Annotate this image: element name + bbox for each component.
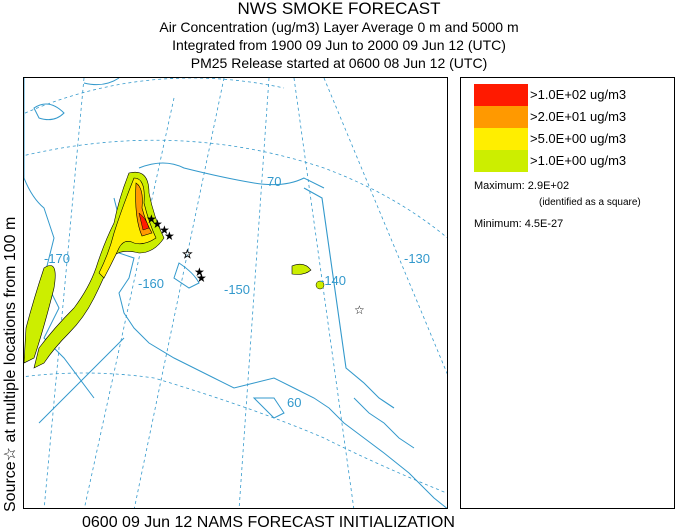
source-side-label: Source☆ at multiple locations from 100 m bbox=[2, 216, 19, 512]
legend-maximum: Maximum: 2.9E+02 bbox=[474, 180, 570, 192]
source-star: ★ bbox=[159, 223, 170, 237]
legend-panel: >1.0E+02 ug/m3 >2.0E+01 ug/m3 >5.0E+00 u… bbox=[460, 77, 675, 509]
legend-label-4: >1.0E+00 ug/m3 bbox=[530, 153, 627, 168]
graticule-lines bbox=[24, 78, 447, 508]
subtitle-release: PM25 Release started at 0600 08 Jun 12 (… bbox=[190, 55, 488, 71]
border-alaska-canada bbox=[303, 187, 395, 409]
plume-level-4 bbox=[138, 212, 150, 231]
legend-minimum: Minimum: 4.5E-27 bbox=[474, 218, 564, 230]
graticule-lon-130 bbox=[323, 78, 447, 375]
source-star: ★ bbox=[196, 271, 207, 285]
graticule-lat-60 bbox=[24, 372, 447, 494]
legend-label-2: >2.0E+01 ug/m3 bbox=[530, 109, 627, 124]
coastlines bbox=[24, 78, 447, 508]
label-lat-70: 70 bbox=[267, 174, 281, 189]
subtitle-concentration: Air Concentration (ug/m3) Layer Average … bbox=[159, 19, 519, 35]
coast-panhandle bbox=[353, 397, 415, 449]
source-star-open: ☆ bbox=[182, 247, 193, 261]
graticule-lon-150 bbox=[238, 78, 270, 508]
label-lon-160: -160 bbox=[138, 276, 164, 291]
graticule-lon-180 bbox=[43, 78, 85, 508]
legend-maximum-note: (identified as a square) bbox=[539, 197, 641, 208]
graticule-lon-140 bbox=[293, 78, 355, 508]
plume-patch-small bbox=[315, 280, 325, 290]
page-title: NWS SMOKE FORECAST bbox=[237, 0, 441, 18]
coast-aleutians bbox=[38, 337, 125, 424]
graticule-lat-70 bbox=[24, 139, 447, 239]
coast-mainland-south bbox=[108, 197, 447, 508]
map-svg: ★ ★ ★ ★ ☆ ★ ★ ☆ -170 -160 -150 -140 -130… bbox=[24, 78, 447, 508]
smoke-plume bbox=[24, 171, 325, 369]
label-lon-130: -130 bbox=[404, 251, 430, 266]
graticule-labels: -170 -160 -150 -140 -130 70 60 bbox=[44, 174, 430, 410]
map-panel: ★ ★ ★ ★ ☆ ★ ★ ☆ -170 -160 -150 -140 -130… bbox=[23, 77, 448, 509]
coast-north-slope bbox=[138, 162, 325, 189]
label-lon-170: -170 bbox=[44, 251, 70, 266]
label-lon-150: -150 bbox=[224, 282, 250, 297]
coast-island-bay bbox=[173, 262, 200, 289]
source-star: ★ bbox=[164, 229, 175, 243]
footer-initialization: 0600 09 Jun 12 NAMS FORECAST INITIALIZAT… bbox=[82, 514, 455, 531]
legend-swatch-3 bbox=[474, 128, 528, 150]
label-lon-140: -140 bbox=[320, 273, 346, 288]
legend-swatch-4 bbox=[474, 150, 528, 172]
label-lat-60: 60 bbox=[287, 395, 301, 410]
plume-level-1-west bbox=[24, 265, 56, 364]
source-markers: ★ ★ ★ ★ ☆ ★ ★ ☆ bbox=[146, 212, 365, 317]
legend-label-1: >1.0E+02 ug/m3 bbox=[530, 87, 627, 102]
graticule-lon-160 bbox=[134, 78, 225, 508]
plume-patch-east bbox=[291, 263, 312, 275]
coast-island-north bbox=[83, 78, 120, 86]
legend-swatch-1 bbox=[474, 84, 528, 106]
graticule-lon-170 bbox=[84, 97, 175, 508]
coast-wrangel bbox=[33, 103, 65, 121]
legend-label-3: >5.0E+00 ug/m3 bbox=[530, 131, 627, 146]
source-star-open: ☆ bbox=[354, 303, 365, 317]
legend-swatch-2 bbox=[474, 106, 528, 128]
coast-kodiak bbox=[252, 397, 285, 419]
subtitle-integration: Integrated from 1900 09 Jun to 2000 09 J… bbox=[172, 37, 506, 53]
source-star: ★ bbox=[146, 212, 157, 226]
source-star: ★ bbox=[194, 265, 205, 279]
source-star: ★ bbox=[152, 217, 163, 231]
